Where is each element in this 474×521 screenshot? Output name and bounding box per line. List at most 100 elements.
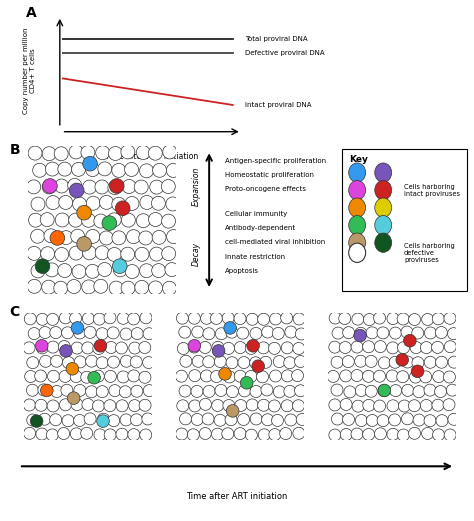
Circle shape — [100, 231, 113, 245]
Circle shape — [115, 201, 130, 216]
Circle shape — [331, 384, 343, 396]
Circle shape — [374, 312, 385, 324]
Circle shape — [273, 386, 285, 398]
Circle shape — [70, 428, 82, 440]
Circle shape — [435, 386, 447, 398]
Circle shape — [177, 400, 189, 412]
Circle shape — [121, 281, 135, 295]
Circle shape — [280, 428, 292, 440]
Circle shape — [401, 413, 413, 425]
Circle shape — [59, 195, 73, 209]
Circle shape — [356, 415, 367, 427]
Circle shape — [424, 384, 436, 396]
Circle shape — [240, 377, 253, 389]
Circle shape — [42, 280, 55, 294]
Circle shape — [294, 355, 307, 367]
Circle shape — [273, 355, 285, 367]
Circle shape — [40, 355, 52, 367]
Circle shape — [92, 400, 104, 412]
Circle shape — [121, 213, 136, 227]
Circle shape — [398, 400, 410, 412]
Circle shape — [23, 342, 35, 354]
Circle shape — [116, 428, 128, 440]
Circle shape — [246, 313, 258, 325]
Circle shape — [389, 356, 401, 368]
Circle shape — [73, 197, 87, 211]
Text: cell-mediated viral inhibition: cell-mediated viral inhibition — [225, 240, 325, 245]
Circle shape — [55, 179, 69, 193]
Circle shape — [192, 355, 204, 367]
Circle shape — [35, 370, 46, 382]
Circle shape — [116, 342, 128, 354]
Text: Cells harboring
defective
proviruses: Cells harboring defective proviruses — [404, 243, 455, 263]
Circle shape — [343, 414, 355, 426]
Circle shape — [365, 355, 377, 367]
Circle shape — [343, 327, 355, 339]
Circle shape — [139, 264, 154, 278]
Circle shape — [98, 263, 112, 277]
Circle shape — [281, 312, 292, 324]
Text: Innate restriction: Innate restriction — [225, 254, 285, 259]
Circle shape — [128, 400, 141, 412]
Circle shape — [212, 344, 225, 357]
Circle shape — [340, 399, 352, 411]
Circle shape — [27, 246, 41, 260]
Circle shape — [46, 314, 59, 326]
Circle shape — [389, 414, 401, 426]
Circle shape — [412, 327, 424, 339]
Circle shape — [448, 413, 460, 425]
Circle shape — [128, 429, 140, 441]
Circle shape — [96, 357, 108, 369]
Circle shape — [81, 371, 93, 383]
Circle shape — [351, 341, 363, 353]
Circle shape — [443, 399, 455, 411]
Circle shape — [46, 162, 59, 176]
Circle shape — [130, 356, 142, 368]
Circle shape — [36, 340, 48, 352]
Circle shape — [282, 370, 293, 382]
Circle shape — [82, 280, 96, 294]
Circle shape — [397, 313, 409, 325]
Circle shape — [43, 179, 57, 193]
Circle shape — [140, 429, 152, 441]
Circle shape — [374, 400, 386, 412]
Circle shape — [93, 313, 105, 325]
Circle shape — [135, 247, 149, 261]
Circle shape — [66, 363, 79, 375]
Circle shape — [139, 164, 154, 178]
Circle shape — [238, 385, 251, 397]
Circle shape — [117, 312, 129, 325]
Circle shape — [222, 312, 234, 324]
Circle shape — [81, 427, 93, 439]
Circle shape — [269, 429, 281, 441]
Circle shape — [224, 321, 237, 334]
Circle shape — [270, 313, 282, 325]
Circle shape — [31, 197, 45, 211]
Circle shape — [349, 198, 365, 217]
Circle shape — [421, 427, 434, 440]
Circle shape — [201, 370, 212, 382]
Circle shape — [398, 342, 410, 354]
Circle shape — [177, 342, 189, 354]
Circle shape — [102, 216, 117, 230]
Circle shape — [86, 229, 100, 243]
Circle shape — [28, 146, 42, 160]
Circle shape — [27, 384, 38, 396]
Circle shape — [355, 355, 366, 367]
Circle shape — [237, 414, 250, 426]
Circle shape — [148, 281, 163, 295]
Circle shape — [94, 279, 108, 293]
Circle shape — [139, 399, 151, 411]
Text: Copy number per million
CD4+ T cells: Copy number per million CD4+ T cells — [23, 27, 36, 114]
Circle shape — [47, 400, 59, 412]
Circle shape — [120, 414, 132, 426]
Circle shape — [363, 341, 374, 353]
Circle shape — [349, 233, 365, 252]
Circle shape — [112, 259, 127, 274]
Circle shape — [390, 327, 401, 339]
Circle shape — [202, 413, 214, 425]
Circle shape — [24, 427, 36, 439]
Circle shape — [224, 371, 236, 383]
Circle shape — [250, 357, 262, 369]
Circle shape — [94, 214, 108, 228]
